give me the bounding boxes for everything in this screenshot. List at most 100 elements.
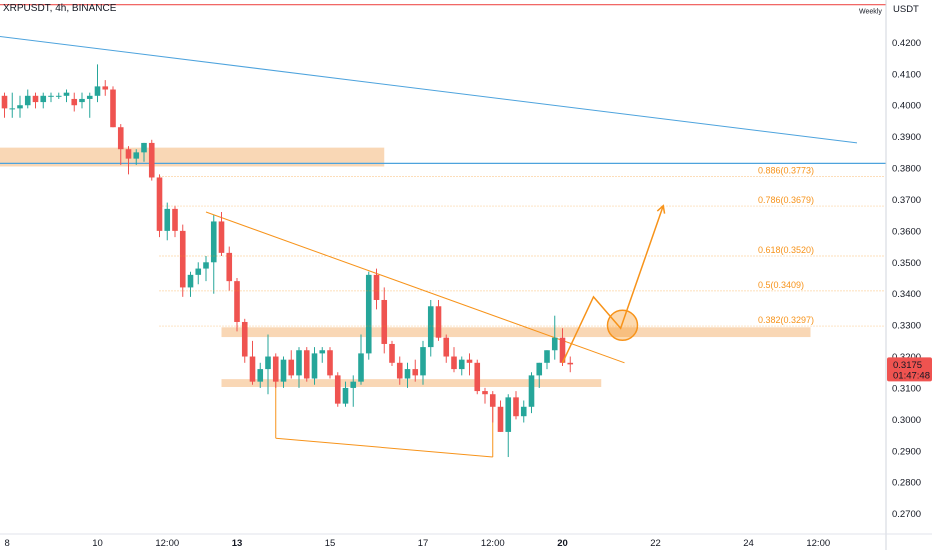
candle	[265, 334, 271, 395]
candle-body	[234, 281, 240, 322]
y-tick-label: 0.4200	[892, 38, 921, 49]
candle	[396, 356, 403, 385]
candle	[79, 92, 85, 109]
candle	[420, 340, 426, 385]
candle-body	[513, 397, 519, 417]
candle	[48, 92, 54, 103]
candle-body	[117, 127, 124, 150]
candle	[117, 124, 124, 165]
candle	[327, 347, 333, 379]
candle	[1, 92, 8, 118]
x-tick-label: 12:00	[155, 538, 179, 549]
candle-body	[195, 268, 202, 275]
candle-body	[474, 362, 481, 392]
y-tick-label: 0.4100	[892, 69, 921, 80]
candle-body	[451, 356, 457, 370]
lines-layer	[0, 4, 886, 458]
candle	[226, 246, 233, 291]
candle	[342, 381, 349, 407]
candle-body	[141, 142, 147, 153]
candle-body	[71, 98, 78, 106]
y-tick-label: 0.3000	[892, 415, 921, 426]
candle-body	[218, 221, 225, 253]
candle	[350, 375, 357, 407]
candle	[24, 89, 31, 109]
candle	[358, 334, 364, 385]
candle-body	[32, 95, 39, 103]
fib-level-label: 0.786(0.3679)	[758, 195, 814, 205]
x-tick-label: 10	[92, 538, 103, 549]
x-tick-label: 22	[650, 538, 661, 549]
fib-level-label: 0.382(0.3297)	[758, 315, 814, 325]
candle	[179, 224, 186, 297]
candle	[257, 362, 264, 388]
candle	[435, 299, 442, 341]
candle-body	[110, 89, 116, 128]
x-tick-label: 15	[325, 538, 336, 549]
candle-body	[303, 350, 310, 379]
candle-body	[536, 362, 543, 376]
candle-body	[435, 306, 442, 338]
y-tick-label: 0.4000	[892, 101, 921, 112]
candle-body	[148, 142, 155, 178]
candle-body	[381, 299, 388, 344]
candle	[94, 64, 101, 103]
zones-layer	[0, 147, 811, 387]
candle-body	[404, 369, 411, 379]
fib-zone	[221, 327, 811, 338]
projection-arrow	[561, 205, 664, 364]
candle	[303, 347, 310, 382]
candle	[172, 205, 178, 238]
candle	[296, 347, 302, 388]
candle-body	[373, 274, 380, 300]
fib-level-label: 0.5(0.3409)	[758, 280, 804, 290]
candle	[86, 92, 93, 118]
candle-body	[466, 359, 473, 363]
y-tick-label: 0.2900	[892, 446, 921, 457]
candle-body	[559, 337, 566, 363]
candle	[9, 92, 16, 118]
candle	[528, 372, 535, 414]
x-tick-label: 17	[418, 538, 429, 549]
candle-body	[350, 381, 357, 388]
candle-body	[40, 95, 47, 103]
candle-body	[443, 337, 450, 357]
candle	[110, 86, 116, 128]
candle	[412, 359, 419, 382]
currency-label: USDT	[893, 4, 919, 15]
candle	[466, 353, 473, 376]
price-tag-value: 0.3175	[893, 360, 922, 371]
candle-body	[156, 177, 163, 231]
candle	[32, 92, 39, 109]
candle	[551, 315, 558, 360]
candle	[404, 362, 411, 388]
candle	[520, 400, 527, 423]
descending-blue-trendline	[0, 36, 858, 144]
candle	[497, 400, 504, 432]
price-tag-countdown: 01:47:48	[893, 370, 930, 381]
candle-body	[497, 406, 504, 432]
candle-body	[505, 397, 512, 432]
y-tick-label: 0.3500	[892, 258, 921, 269]
candle	[280, 356, 287, 388]
fib-labels-layer: 0.886(0.3773) 0.786(0.3679) 0.618(0.3520) 0…	[159, 166, 886, 327]
weekly-label: Weekly	[859, 9, 882, 16]
candle	[241, 318, 248, 363]
candle-body	[94, 86, 101, 96]
candle	[513, 391, 519, 420]
candle	[210, 215, 217, 294]
candle-body	[427, 306, 434, 348]
candle	[458, 356, 465, 376]
candle	[288, 350, 295, 379]
candle-body	[272, 356, 279, 382]
annotations-layer	[561, 204, 666, 364]
lower-orange-trendline	[275, 437, 493, 458]
candle	[55, 92, 62, 99]
candle	[373, 268, 380, 310]
candle-body	[396, 362, 403, 379]
candle-body	[365, 274, 372, 354]
candle	[427, 299, 434, 357]
candle-body	[164, 208, 171, 231]
candle-body	[280, 359, 287, 382]
